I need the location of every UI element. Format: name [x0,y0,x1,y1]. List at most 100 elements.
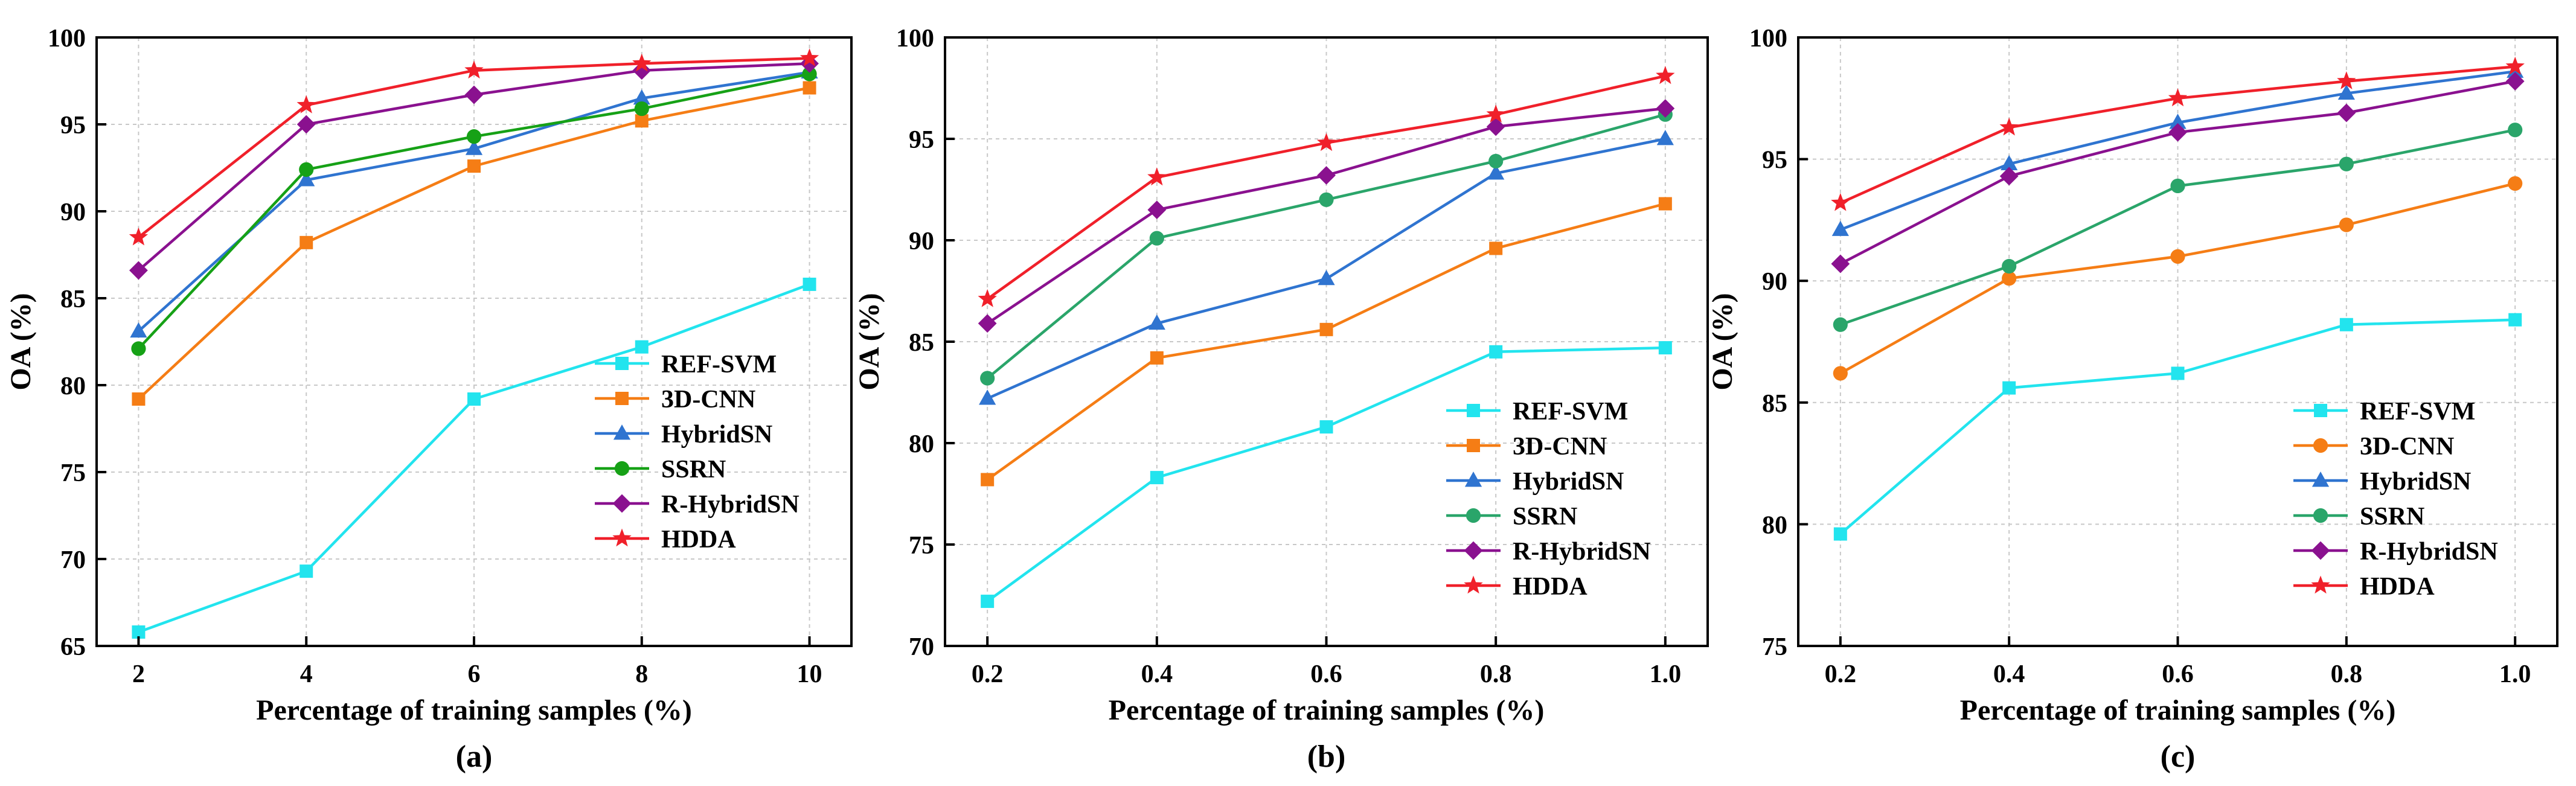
legend-label: R-HybridSN [661,491,799,519]
y-axis-label: OA (%) [5,293,37,390]
data-point-ssrn [1833,317,1848,332]
legend-marker [2311,575,2330,594]
data-point-ssrn [980,371,995,386]
legend-label: R-HybridSN [2360,538,2498,566]
chart-panel-c: 75 80 85 90 95 100 0.2 0.4 0.6 0.8 1.0 Percentage o… [1706,25,2558,774]
data-point-hdda [978,289,997,307]
x-tick-label: 4 [300,660,313,688]
data-point-r-hybridsn [800,54,819,73]
y-tick-label: 75 [60,459,86,487]
legend-label: REF-SVM [2360,398,2475,426]
data-point-hybridsn [2001,155,2018,171]
legend-label: REF-SVM [1513,398,1628,426]
data-point-3d-cnn [2508,176,2523,191]
legend-marker [2311,541,2330,560]
legend-marker [612,494,632,513]
legend-label: REF-SVM [661,351,777,379]
data-point-hdda [2505,56,2525,75]
data-point-ref-svm [1150,471,1164,485]
x-tick-label: 8 [635,660,648,688]
data-point-hdda [1486,104,1505,123]
y-tick-label: 100 [48,25,86,53]
legend-marker [1464,471,1482,487]
x-tick-label: 0.2 [1825,660,1857,688]
data-point-hdda [129,227,149,246]
y-tick-label: 85 [909,329,934,357]
y-tick-label: 95 [60,112,86,139]
data-point-ssrn [1319,192,1334,207]
data-point-r-hybridsn [2168,123,2187,142]
y-tick-label: 75 [909,532,934,560]
legend-label: HybridSN [1513,468,1624,496]
legend-marker [2313,508,2328,523]
data-point-3d-cnn [467,159,481,173]
legend-marker [614,461,630,476]
data-point-ref-svm [1658,341,1672,355]
panel-label: (b) [1307,740,1346,774]
legend-label: HybridSN [661,421,772,449]
chart-panel-b: 70 75 80 85 90 95 100 0.2 0.4 0.6 0.8 1.0 Percentage… [853,25,1709,774]
legend-marker [615,392,629,405]
data-point-3d-cnn [1489,241,1503,255]
data-point-hybridsn [1487,164,1505,180]
data-point-r-hybridsn [2337,103,2356,123]
data-point-hdda [632,53,652,72]
legend-marker [1466,508,1481,523]
data-point-hybridsn [465,139,483,155]
data-point-ref-svm [1489,345,1503,359]
y-tick-label: 80 [909,430,934,458]
data-point-ssrn [2170,178,2185,194]
data-point-ssrn [2508,123,2523,138]
y-tick-label: 95 [909,126,934,154]
legend-marker [1467,404,1480,417]
legend-label: 3D-CNN [1513,433,1607,461]
y-tick-label: 70 [909,633,934,661]
data-point-r-hybridsn [1147,200,1167,219]
data-point-ref-svm [803,277,816,291]
legend: REF-SVM 3D-CNN HybridSN SSRN R-HybridSN HDDA [1446,398,1651,601]
data-point-3d-cnn [2170,249,2185,264]
legend: REF-SVM 3D-CNN HybridSN SSRN R-HybridSN HDDA [595,351,799,554]
x-tick-label: 6 [468,660,481,688]
x-tick-label: 1.0 [2499,660,2531,688]
data-point-hdda [2168,88,2188,107]
data-point-ref-svm [1833,527,1847,541]
legend-label: HybridSN [2360,468,2471,496]
data-point-hdda [799,48,819,66]
data-point-hdda [1656,66,1675,85]
data-point-hybridsn [1656,130,1674,145]
y-tick-label: 75 [1762,633,1787,661]
x-tick-label: 10 [797,660,822,688]
chart-panel-a: 65 70 75 80 85 90 95 100 2 4 6 8 10 Percentage of tra… [5,25,853,774]
data-point-3d-cnn [635,114,649,128]
data-point-ssrn [1488,153,1504,169]
data-point-ref-svm [2171,366,2185,380]
y-tick-label: 90 [60,199,86,226]
legend-marker [2313,438,2328,453]
panel-label: (a) [456,740,493,774]
y-tick-label: 80 [1762,511,1787,539]
data-point-hybridsn [979,389,996,405]
legend-label: SSRN [2360,503,2424,531]
data-point-ref-svm [132,625,146,639]
data-point-r-hybridsn [1831,254,1850,273]
data-point-r-hybridsn [1317,166,1336,185]
y-tick-label: 85 [60,286,86,313]
data-point-hybridsn [1318,269,1335,286]
x-tick-label: 1.0 [1650,660,1682,688]
data-point-ssrn [2002,258,2017,274]
panel-label: (c) [2161,740,2196,774]
x-tick-label: 2 [132,660,145,688]
x-tick-label: 0.2 [972,660,1004,688]
legend-marker [1464,541,1483,560]
data-point-3d-cnn [1833,366,1848,381]
data-point-hdda [1147,167,1167,186]
y-axis-label: OA (%) [853,293,885,390]
data-point-hdda [296,95,316,113]
legend-marker [2314,404,2327,417]
y-tick-label: 90 [1762,268,1787,296]
data-point-ref-svm [981,595,995,609]
legend-marker [612,528,632,547]
y-tick-label: 65 [60,633,86,661]
y-axis-label: OA (%) [1706,293,1738,390]
